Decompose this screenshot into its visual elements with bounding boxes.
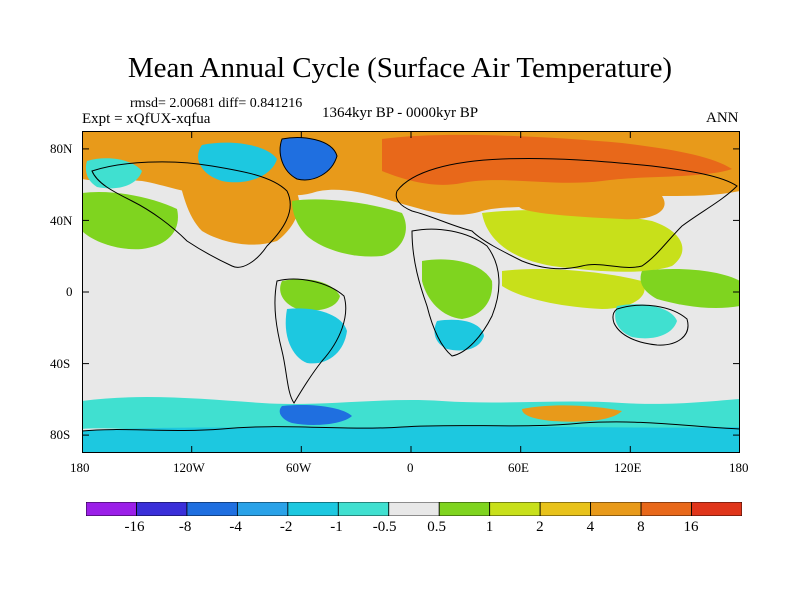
africa-green [422, 259, 493, 319]
y-tick-0: 0 [66, 284, 73, 299]
season-label: ANN [706, 110, 739, 126]
indian-ocean-green [502, 269, 645, 309]
colorbar-label: 4 [586, 519, 595, 535]
colorbar-swatch-6 [388, 501, 440, 517]
colorbar-swatch-10 [590, 501, 642, 517]
asia-green [482, 210, 683, 272]
north-america-warm [177, 166, 300, 245]
colorbar-label: -4 [229, 519, 242, 535]
colorbar-label: -2 [279, 519, 293, 535]
experiment-label: Expt = xQfUX-xqfua [82, 111, 211, 127]
alaska-cooling [85, 158, 142, 189]
colorbar-swatch-11 [640, 501, 692, 517]
plot-title: Mean Annual Cycle (Surface Air Temperatu… [127, 52, 673, 84]
x-tick-180w: 180 [70, 460, 90, 475]
x-tick-120e: 120E [614, 460, 642, 475]
southern-ocean-blue-patch [279, 405, 352, 425]
map-svg [81, 131, 741, 453]
colorbar-swatch-12 [691, 501, 743, 517]
colorbar-swatch-8 [489, 501, 541, 517]
canada-arctic-cooling [198, 142, 277, 183]
south-america-cooling [285, 308, 347, 364]
north-atlantic-green [292, 199, 406, 257]
north-pacific-green [82, 191, 178, 250]
colorbar-label: 1 [485, 519, 494, 535]
x-tick-180e: 180 [729, 460, 749, 475]
coastline-greenland [279, 137, 338, 181]
x-tick-120w: 120W [173, 460, 205, 475]
rmsd-diff-stats: rmsd= 2.00681 diff= 0.841216 [130, 96, 303, 111]
southern-ocean-cooling [82, 397, 740, 431]
southern-africa-cooling [434, 319, 484, 351]
y-tick-40n: 40N [50, 213, 73, 228]
antarctica-cooling [82, 426, 740, 453]
colorbar-label: 0.5 [427, 519, 446, 535]
antarctic-warm-patch [522, 405, 622, 422]
coastlines [81, 137, 741, 432]
y-tick-80s: 80S [50, 427, 71, 442]
colorbar-label: -0.5 [372, 519, 397, 535]
colorbar-swatch-0 [85, 501, 137, 517]
colorbar-swatches [85, 501, 743, 517]
colorbar-label: -8 [178, 519, 192, 535]
south-america-north-green [280, 279, 340, 311]
colorbar-swatch-3 [236, 501, 289, 517]
greenland-cooling [280, 137, 337, 180]
y-tick-80n: 80N [50, 141, 73, 156]
colorbar-label: 16 [683, 519, 699, 535]
colorbar-label: 8 [637, 519, 645, 535]
coastline-australia [612, 304, 689, 346]
colorbar-label: 2 [536, 519, 544, 535]
colorbar-swatch-2 [186, 501, 238, 517]
colorbar-swatch-1 [136, 501, 188, 517]
colorbar-swatch-7 [438, 501, 491, 517]
coastline-antarctica [81, 421, 741, 432]
axis-ticks [82, 131, 740, 453]
coastline-north-america [91, 161, 291, 268]
x-tick-0: 0 [407, 460, 414, 475]
colorbar [85, 501, 743, 521]
x-tick-60e: 60E [508, 460, 529, 475]
temperature-anomaly-map [81, 131, 741, 453]
x-tick-60w: 60W [286, 460, 312, 475]
coastline-africa [411, 228, 500, 357]
colorbar-swatch-4 [287, 501, 339, 517]
eurasia-strong-warm [382, 134, 732, 185]
colorbar-swatch-5 [337, 501, 390, 517]
coastline-eurasia [395, 157, 738, 270]
coastline-south-america [274, 278, 347, 404]
eurasia-mid-orange [511, 185, 665, 220]
colorbar-swatch-9 [539, 501, 592, 517]
period-label: 1364kyr BP - 0000kyr BP [322, 105, 479, 121]
australia-cooling [615, 304, 677, 339]
colorbar-label: -16 [124, 519, 145, 535]
tropical-pacific-green [640, 269, 740, 309]
colorbar-label: -1 [330, 519, 343, 535]
y-tick-40s: 40S [50, 356, 71, 371]
